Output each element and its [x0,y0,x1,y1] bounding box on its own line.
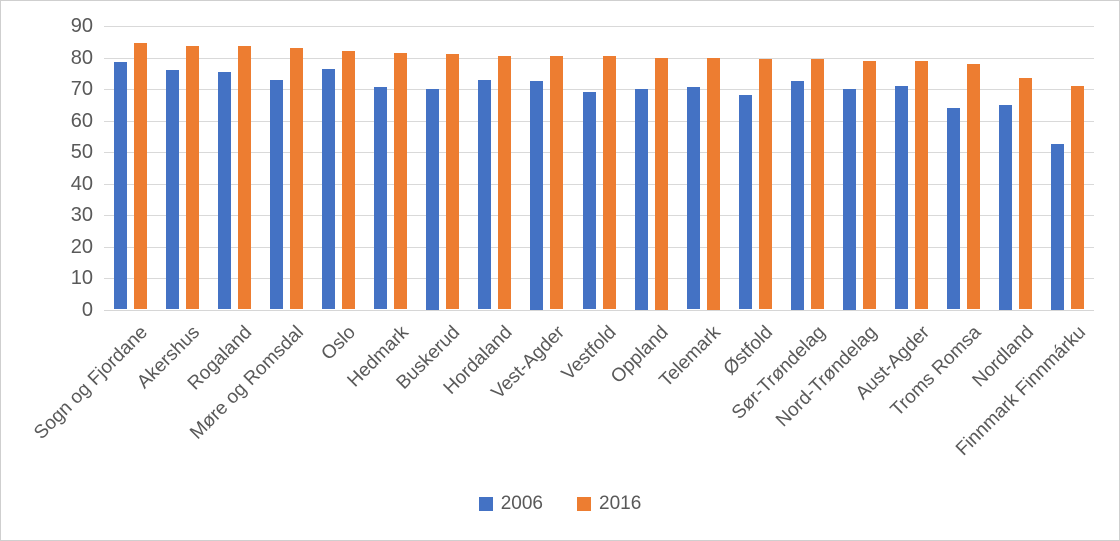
bar-2016 [394,52,408,310]
x-axis-line [104,309,1094,311]
bar-2006 [426,89,440,310]
gridline [104,215,1094,216]
bar-2016 [863,60,877,310]
bar-2006 [217,71,231,310]
bar-2006 [582,92,596,310]
gridline [104,278,1094,279]
bar-2016 [133,43,147,310]
gridline [104,57,1094,59]
y-axis-tick-label: 10 [70,267,93,289]
bar-2006 [321,68,335,310]
y-axis-tick-label: 80 [70,46,93,69]
bar-2006 [686,87,700,310]
bar-2006 [790,81,804,310]
bar-2006 [634,89,648,310]
bar-2006 [1051,144,1065,310]
gridline [104,152,1094,153]
y-axis-tick-label: 40 [70,172,93,195]
x-axis-category-label: Troms Romsa [886,322,986,421]
bar-2016 [341,51,355,310]
bar-2006 [530,81,544,310]
bar-2016 [602,55,616,310]
x-axis-category-label: Oslo [317,322,361,365]
y-axis-tick-label: 30 [70,204,93,226]
bar-2006 [999,104,1013,310]
gridline [104,89,1094,90]
gridline [104,26,1094,27]
bar-2016 [498,55,512,310]
bar-2016 [1071,85,1085,310]
x-axis-category-label: Sogn og Fjordane [30,322,152,444]
bar-2016 [446,54,460,310]
bar-2016 [550,55,564,310]
bar-2016 [810,59,824,310]
y-axis-tick-label: 70 [70,78,93,100]
bar-2016 [1019,77,1033,310]
legend-item-2016: 2016 [577,493,641,515]
bar-2016 [915,60,929,310]
y-axis-tick-label: 0 [81,298,93,321]
gridline [104,246,1094,248]
legend-item-2006: 2006 [478,493,543,515]
legend-label: 2016 [599,493,642,514]
bar-2006 [113,62,127,310]
bar-2006 [374,87,388,310]
y-axis-tick-label: 60 [70,109,93,132]
y-axis-tick-label: 50 [70,141,93,163]
bar-2006 [478,79,492,310]
gridline [104,183,1094,185]
legend-label: 2006 [500,493,543,514]
bar-2016 [289,48,303,310]
bar-2016 [185,46,199,310]
chart-legend: 2006 2016 [1,493,1119,515]
bar-2006 [269,79,283,310]
bar-2006 [738,95,752,310]
legend-swatch-2016 [577,497,591,511]
bar-2016 [758,59,772,310]
bar-2006 [895,85,909,310]
bar-2016 [967,63,981,310]
y-axis-tick-label: 90 [70,15,93,37]
bar-2006 [947,107,961,310]
bar-2006 [165,70,179,310]
gridline [104,120,1094,122]
bar-2006 [843,89,857,310]
bar-2016 [237,46,251,310]
bar-2016 [654,57,668,310]
legend-swatch-2006 [478,497,493,511]
bar-2016 [706,57,720,310]
y-axis-tick-label: 20 [70,235,93,258]
